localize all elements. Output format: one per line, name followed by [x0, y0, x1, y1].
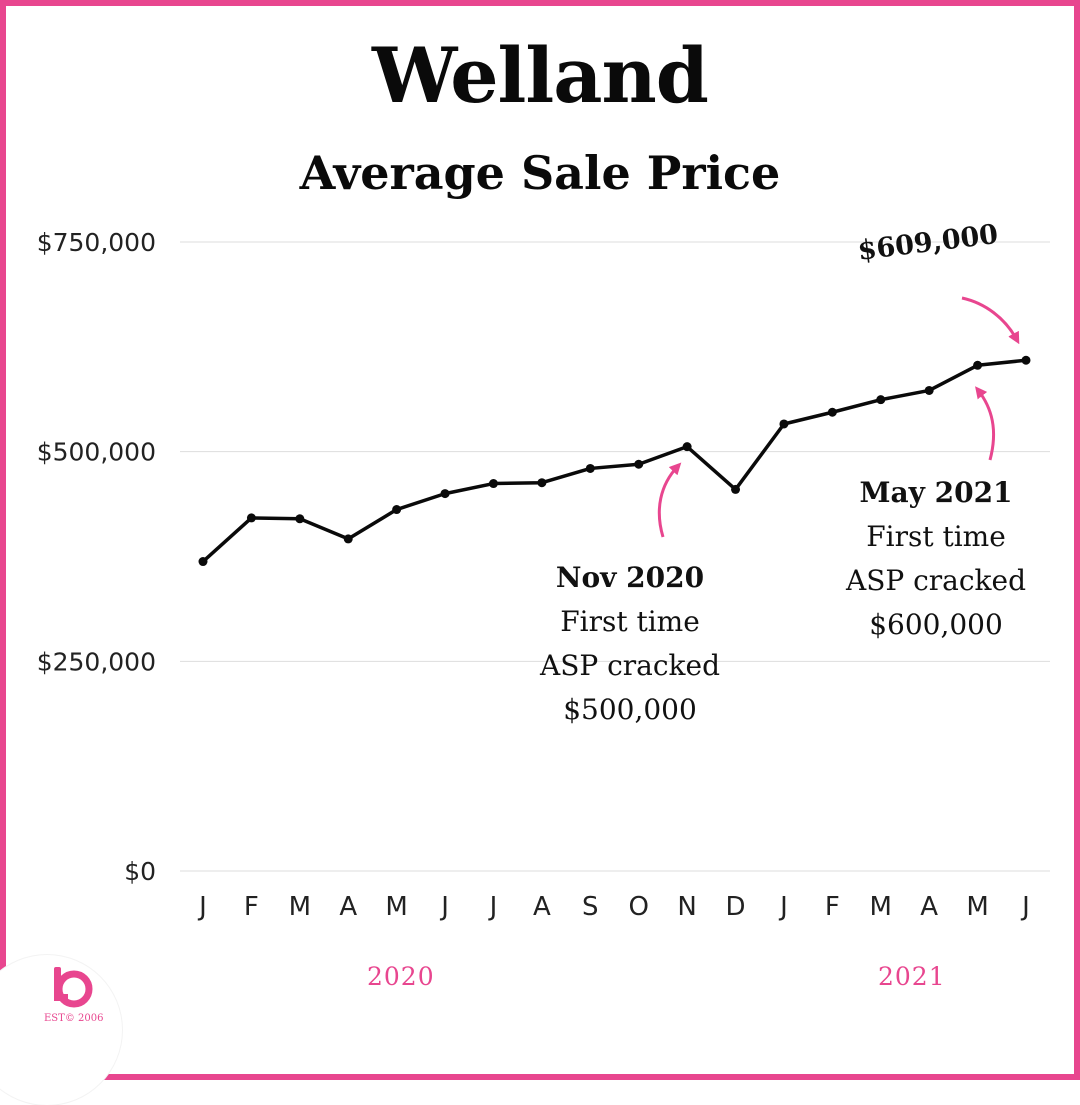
y-tick-label: $500,000: [37, 438, 156, 467]
data-point: [827, 407, 837, 417]
data-point: [1021, 355, 1031, 365]
x-tick-label: D: [726, 892, 746, 922]
may-2021-annotation-head: May 2021: [859, 476, 1013, 509]
nov-2020-annotation-line2: ASP cracked: [539, 649, 721, 682]
nov-2020-annotation-line1: First time: [560, 605, 700, 638]
x-tick-label: A: [339, 892, 357, 922]
data-point: [246, 513, 256, 523]
x-tick-label: M: [966, 892, 988, 922]
year-label-2021: 2021: [878, 962, 946, 991]
may-2021-annotation-line3: $600,000: [869, 608, 1003, 641]
x-tick-label: J: [778, 892, 788, 922]
data-point: [682, 442, 692, 452]
may-2021-annotation-line1: First time: [866, 520, 1006, 553]
nov-2020-annotation: Nov 2020 First time ASP cracked $500,000: [500, 556, 760, 732]
x-tick-label: M: [289, 892, 311, 922]
x-tick-label: S: [582, 892, 599, 922]
x-tick-label: J: [197, 892, 207, 922]
y-axis-ticks: $0 $250,000 $500,000 $750,000: [37, 228, 156, 886]
data-point: [343, 534, 353, 544]
x-tick-label: F: [244, 892, 259, 922]
data-point: [440, 489, 450, 499]
may-2021-arrow: [975, 386, 996, 461]
year-label-2020: 2020: [367, 962, 435, 991]
y-tick-label: $0: [124, 857, 156, 886]
data-point: [295, 514, 305, 524]
brand-logo-icon: [54, 967, 93, 1008]
grid-lines: [180, 241, 1050, 872]
nov-2020-arrow: [657, 462, 682, 538]
x-tick-label: N: [677, 892, 696, 922]
data-point: [585, 463, 595, 473]
x-tick-label: M: [385, 892, 407, 922]
peak-arrow: [961, 296, 1020, 345]
x-tick-label: F: [825, 892, 840, 922]
x-tick-label: J: [488, 892, 498, 922]
nov-2020-annotation-line3: $500,000: [563, 693, 697, 726]
y-tick-label: $750,000: [37, 228, 156, 257]
data-point: [779, 419, 789, 429]
image-frame: [0, 0, 1080, 1080]
y-tick-label: $250,000: [37, 647, 156, 676]
logo-est-text: EST© 2006: [44, 1013, 104, 1024]
data-point: [876, 395, 886, 405]
page-title: Welland: [372, 31, 709, 120]
x-tick-label: O: [628, 892, 648, 922]
data-point: [198, 557, 208, 567]
data-point: [392, 505, 402, 515]
x-tick-label: M: [870, 892, 892, 922]
x-tick-label: A: [533, 892, 551, 922]
series-line: [201, 358, 1028, 564]
data-point: [731, 484, 741, 494]
data-point: [634, 459, 644, 469]
x-tick-label: J: [1020, 892, 1030, 922]
data-point: [488, 479, 498, 489]
may-2021-annotation: May 2021 First time ASP cracked $600,000: [806, 471, 1066, 647]
data-point: [537, 478, 547, 488]
may-2021-annotation-line2: ASP cracked: [845, 564, 1027, 597]
x-tick-label: J: [439, 892, 449, 922]
data-point: [924, 385, 934, 395]
page-subtitle: Average Sale Price: [299, 146, 781, 200]
x-tick-label: A: [920, 892, 938, 922]
nov-2020-annotation-head: Nov 2020: [555, 561, 705, 594]
series-layer: [198, 355, 1031, 567]
data-point: [973, 360, 983, 370]
